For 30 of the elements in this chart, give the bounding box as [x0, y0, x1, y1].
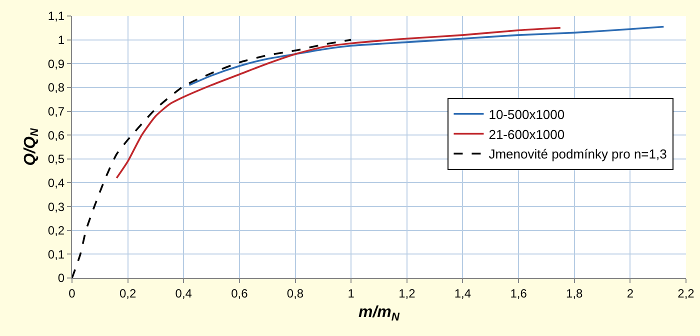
x-tick-label: 0: [68, 286, 76, 300]
line-series: [188, 26, 665, 86]
y-tick-label: 0,8: [48, 80, 65, 95]
y-tick-label: 0,9: [48, 56, 65, 71]
x-tick-label: 1,8: [566, 286, 584, 300]
legend-label: Jmenovité podmínky pro n=1,3: [488, 146, 667, 162]
x-tick-label: 2: [626, 286, 634, 300]
x-tick-label: 0,6: [231, 286, 248, 300]
x-tick-label: 0,8: [286, 286, 304, 300]
x-tick-label: 1,2: [398, 286, 416, 300]
y-tick-label: 0,2: [48, 224, 65, 238]
y-tick-label: 1,1: [48, 9, 65, 24]
y-tick-label: 0,3: [48, 200, 65, 214]
y-tick-label: 0: [58, 271, 65, 286]
y-tick-label: 1: [58, 33, 65, 48]
x-tick-label: 0,2: [119, 286, 136, 300]
y-tick-label: 0,6: [48, 128, 65, 142]
x-axis-title: m/m$_{N}$: [358, 304, 400, 324]
y-tick-label: 0,1: [48, 247, 65, 262]
x-tick-label: 2,2: [678, 286, 695, 300]
y-tick-label: 0,7: [48, 104, 65, 118]
line-series: [72, 38, 352, 278]
x-tick-label: 0,4: [175, 286, 192, 300]
x-tick-label: 1: [348, 286, 355, 300]
legend-label: 10-500x1000: [488, 106, 565, 122]
legend-label: 21-600x1000: [488, 126, 565, 142]
x-tick-label: 1,6: [510, 286, 528, 300]
x-tick-label: 1,4: [454, 286, 472, 300]
y-tick-label: 0,5: [48, 152, 65, 166]
y-tick-label: 0,4: [48, 176, 65, 190]
